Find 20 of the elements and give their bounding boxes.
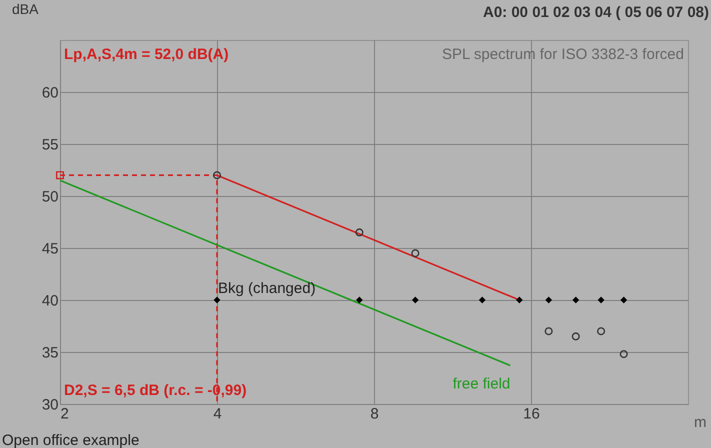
text: Open office example: [2, 432, 140, 448]
y-tick-label: 35: [42, 344, 58, 362]
chart-subtitle: SPL spectrum for ISO 3382-3 forced: [442, 46, 684, 63]
x-tick-label: 16: [523, 406, 540, 422]
annotation: Lp,A,S,4m = 52,0 dB(A): [64, 46, 229, 63]
y-tick-label: 55: [42, 136, 58, 154]
chart-title: A0: 00 01 02 03 04 ( 05 06 07 08): [483, 4, 709, 21]
y-axis-title: dBA: [12, 1, 40, 17]
y-tick-label: 60: [42, 84, 58, 102]
y-tick-label: 45: [42, 240, 58, 258]
y-tick-label: 40: [42, 292, 58, 310]
annotation: D2,S = 6,5 dB (r.c. = -0,99): [64, 382, 247, 399]
x-axis-title: m: [694, 414, 706, 431]
x-tick-label: 4: [213, 406, 222, 422]
annotation: Bkg (changed): [218, 280, 316, 297]
x-tick-label: 8: [370, 406, 379, 422]
series-label: free field: [452, 376, 510, 393]
x-tick-label: 2: [60, 406, 69, 422]
y-tick-label: 50: [42, 188, 58, 206]
y-tick-label: 30: [42, 396, 58, 414]
